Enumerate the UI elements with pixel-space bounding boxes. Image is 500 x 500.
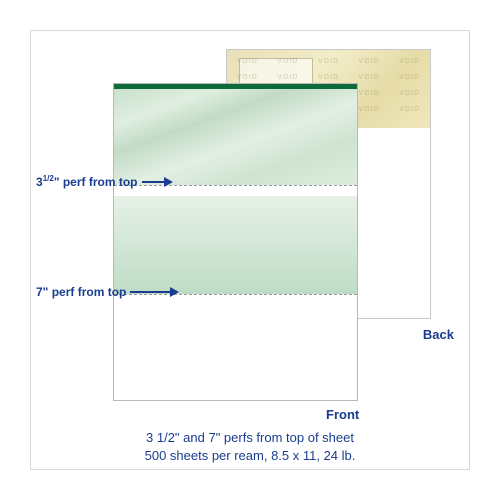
callout-perf-2: 7" perf from top — [36, 285, 179, 299]
front-label: Front — [326, 407, 359, 422]
caption-line-1: 3 1/2" and 7" perfs from top of sheet — [31, 429, 469, 447]
callout-perf-1: 31/2" perf from top — [36, 175, 173, 189]
arrow-head-icon — [164, 177, 173, 187]
front-gradient-section — [114, 196, 357, 294]
void-watermark-row: VOIDVOIDVOIDVOIDVOID — [227, 70, 430, 84]
caption-line-2: 500 sheets per ream, 8.5 x 11, 24 lb. — [31, 447, 469, 465]
arrow-shaft — [142, 181, 164, 183]
arrow-head-icon — [170, 287, 179, 297]
callout-text: 31/2" perf from top — [36, 175, 138, 189]
arrow-shaft — [130, 291, 170, 293]
product-diagram-frame: VOIDVOIDVOIDVOIDVOID VOIDVOIDVOIDVOIDVOID… — [30, 30, 470, 470]
back-label: Back — [423, 327, 454, 342]
front-sheet — [113, 83, 358, 401]
caption: 3 1/2" and 7" perfs from top of sheet 50… — [31, 429, 469, 465]
callout-text: 7" perf from top — [36, 285, 126, 299]
void-watermark-row: VOIDVOIDVOIDVOIDVOID — [227, 54, 430, 68]
front-marble-section — [114, 89, 357, 185]
